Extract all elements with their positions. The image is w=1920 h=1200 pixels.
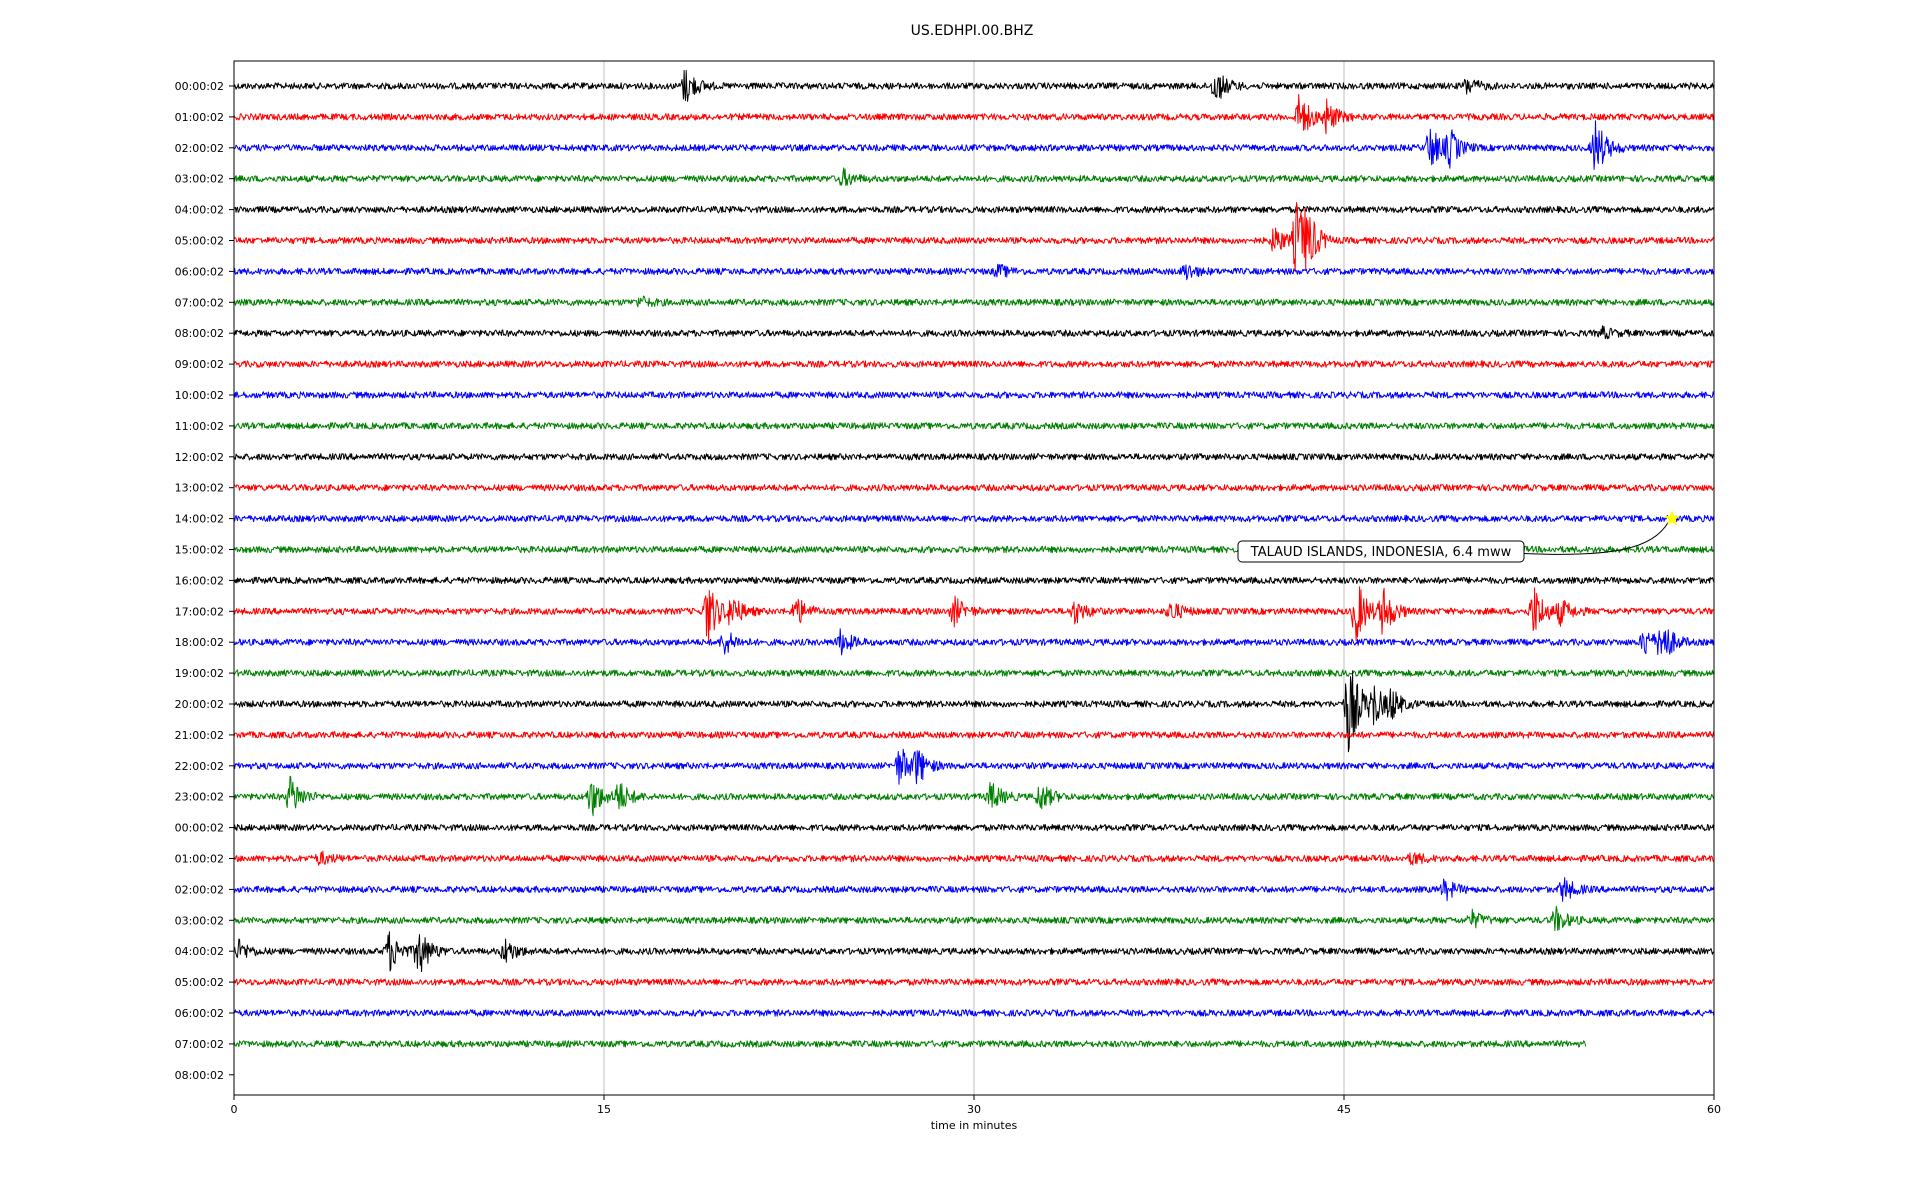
row-label: 04:00:02 [175,945,224,958]
annotation-label: TALAUD ISLANDS, INDONESIA, 6.4 mww [1250,545,1512,560]
seismic-trace [233,422,1715,430]
x-axis: 0 15 30 45 60 [231,1095,1721,1116]
row-label: 04:00:02 [175,204,224,217]
row-label: 01:00:02 [175,853,224,866]
seismic-trace [233,628,1715,656]
row-label: 16:00:02 [175,574,224,587]
row-label: 03:00:02 [175,914,224,927]
seismic-trace [233,669,1715,677]
seismic-trace [233,1009,1715,1017]
event-annotation: TALAUD ISLANDS, INDONESIA, 6.4 mww [1237,510,1681,563]
row-label: 14:00:02 [175,513,224,526]
event-star-marker [1664,510,1681,526]
row-label: 15:00:02 [175,544,224,557]
row-label: 02:00:02 [175,883,224,896]
row-label: 05:00:02 [175,235,224,248]
row-label: 08:00:02 [175,327,224,340]
seismic-trace [233,325,1715,340]
seismic-trace [233,70,1715,102]
x-tick-label: 15 [597,1103,611,1116]
row-label: 22:00:02 [175,760,224,773]
row-labels: 00:00:02 01:00:02 02:00:02 03:00:02 04:00:02… [175,80,234,1082]
seismic-trace [233,877,1715,902]
seismic-trace [233,120,1715,170]
row-label: 00:00:02 [175,80,224,93]
row-label: 17:00:02 [175,605,224,618]
seismic-trace [233,514,1715,523]
x-axis-label: time in minutes [931,1119,1018,1132]
row-label: 00:00:02 [175,822,224,835]
row-label: 10:00:02 [175,389,224,402]
seismic-trace [233,586,1715,644]
seismic-trace [233,670,1715,753]
seismic-trace [233,202,1715,273]
seismic-trace [233,295,1715,308]
seismic-trace [233,453,1715,461]
seismic-trace [233,1040,1587,1048]
seismic-trace [233,850,1714,866]
row-label: 09:00:02 [175,358,224,371]
row-label: 08:00:02 [175,1069,224,1082]
row-label: 07:00:02 [175,1038,224,1051]
row-label: 13:00:02 [175,482,224,495]
seismic-trace [233,748,1715,785]
seismic-trace [233,93,1715,135]
seismic-trace [233,905,1715,932]
seismic-trace [233,978,1714,986]
row-label: 19:00:02 [175,667,224,680]
seismic-trace [233,931,1715,973]
row-label: 05:00:02 [175,976,224,989]
row-label: 03:00:02 [175,173,224,186]
row-label: 12:00:02 [175,451,224,464]
seismic-trace [233,263,1715,281]
x-tick-label: 0 [231,1103,238,1116]
row-label: 01:00:02 [175,111,224,124]
vertical-gridlines [603,61,1345,1095]
annotation-box [1237,540,1525,563]
seismic-trace [233,731,1715,739]
x-tick-label: 60 [1707,1103,1721,1116]
seismic-traces [233,70,1715,1048]
chart-title: US.EDHPI.00.BHZ [911,23,1034,39]
row-label: 23:00:02 [175,791,224,804]
row-label: 11:00:02 [175,420,224,433]
row-label: 21:00:02 [175,729,224,742]
x-tick-label: 30 [967,1103,981,1116]
annotation-connector [1523,522,1669,555]
seismic-trace [233,205,1715,214]
seismic-trace [233,775,1715,817]
row-label: 07:00:02 [175,296,224,309]
row-label: 20:00:02 [175,698,224,711]
row-label: 06:00:02 [175,1007,224,1020]
row-label: 06:00:02 [175,265,224,278]
seismic-trace [233,484,1715,492]
x-tick-label: 45 [1337,1103,1351,1116]
seismic-trace [233,576,1715,585]
row-label: 18:00:02 [175,636,224,649]
seismic-trace [233,360,1715,368]
row-label: 02:00:02 [175,142,224,155]
seismic-trace [233,391,1715,399]
seismic-trace [233,823,1715,832]
seismic-trace [233,167,1715,186]
